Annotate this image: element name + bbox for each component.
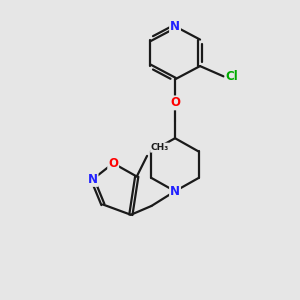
Text: CH₃: CH₃ [151,143,169,152]
Text: N: N [170,20,180,33]
Text: N: N [88,173,98,186]
Text: Cl: Cl [226,70,238,83]
Text: O: O [108,157,118,170]
Text: O: O [170,96,180,110]
Text: N: N [170,185,180,198]
